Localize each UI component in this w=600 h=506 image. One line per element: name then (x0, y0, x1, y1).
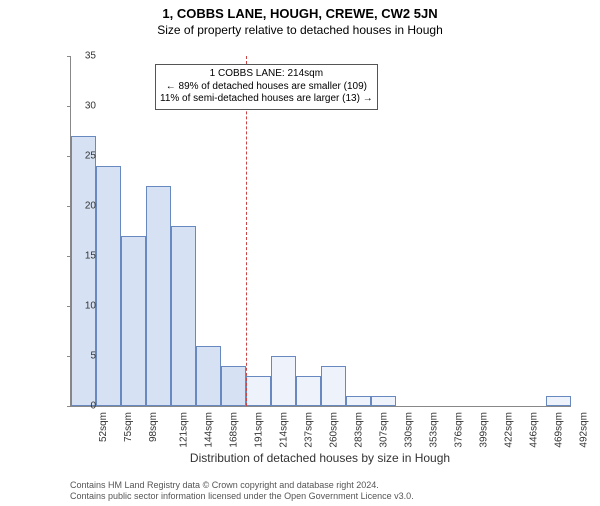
annotation-line1: 1 COBBS LANE: 214sqm (160, 68, 373, 81)
x-tick-label: 376sqm (454, 412, 465, 448)
y-tick-label: 15 (85, 251, 96, 262)
page-subtitle: Size of property relative to detached ho… (0, 23, 600, 37)
x-tick-label: 75sqm (123, 412, 134, 442)
x-tick-label: 353sqm (429, 412, 440, 448)
annotation-box: 1 COBBS LANE: 214sqm← 89% of detached ho… (155, 64, 378, 110)
y-tick-label: 30 (85, 101, 96, 112)
y-tick-mark (67, 406, 71, 407)
histogram-bar (146, 186, 171, 406)
histogram-bar (546, 396, 571, 406)
x-tick-label: 446sqm (529, 412, 540, 448)
y-tick-label: 25 (85, 151, 96, 162)
x-tick-label: 191sqm (254, 412, 265, 448)
x-tick-label: 98sqm (148, 412, 159, 442)
x-tick-label: 422sqm (504, 412, 515, 448)
annotation-line2: ← 89% of detached houses are smaller (10… (160, 81, 373, 94)
x-tick-label: 307sqm (379, 412, 390, 448)
footer-line1: Contains HM Land Registry data © Crown c… (70, 480, 570, 491)
histogram-bar (171, 226, 196, 406)
histogram-bar (96, 166, 121, 406)
x-tick-label: 214sqm (279, 412, 290, 448)
x-tick-label: 237sqm (304, 412, 315, 448)
x-tick-label: 52sqm (98, 412, 109, 442)
histogram-bar (246, 376, 271, 406)
histogram-bar (271, 356, 296, 406)
x-tick-label: 283sqm (354, 412, 365, 448)
histogram-bar (196, 346, 221, 406)
y-tick-label: 20 (85, 201, 96, 212)
x-axis-label: Distribution of detached houses by size … (70, 451, 570, 465)
histogram-bar (371, 396, 396, 406)
y-tick-mark (67, 56, 71, 57)
footer-attribution: Contains HM Land Registry data © Crown c… (70, 480, 570, 503)
histogram-bar (221, 366, 246, 406)
x-tick-label: 330sqm (404, 412, 415, 448)
x-tick-label: 492sqm (579, 412, 590, 448)
page-title: 1, COBBS LANE, HOUGH, CREWE, CW2 5JN (0, 6, 600, 21)
annotation-line3: 11% of semi-detached houses are larger (… (160, 93, 373, 106)
histogram-bar (346, 396, 371, 406)
histogram-bar (321, 366, 346, 406)
x-tick-label: 469sqm (554, 412, 565, 448)
y-tick-label: 35 (85, 51, 96, 62)
histogram-bar (71, 136, 96, 406)
y-tick-label: 10 (85, 301, 96, 312)
x-tick-label: 121sqm (179, 412, 190, 448)
y-tick-label: 0 (90, 401, 96, 412)
x-tick-label: 168sqm (229, 412, 240, 448)
histogram-bar (121, 236, 146, 406)
x-tick-label: 144sqm (204, 412, 215, 448)
footer-line2: Contains public sector information licen… (70, 491, 570, 502)
histogram-bar (296, 376, 321, 406)
x-tick-label: 399sqm (479, 412, 490, 448)
x-tick-label: 260sqm (329, 412, 340, 448)
y-tick-label: 5 (90, 351, 96, 362)
y-tick-mark (67, 106, 71, 107)
